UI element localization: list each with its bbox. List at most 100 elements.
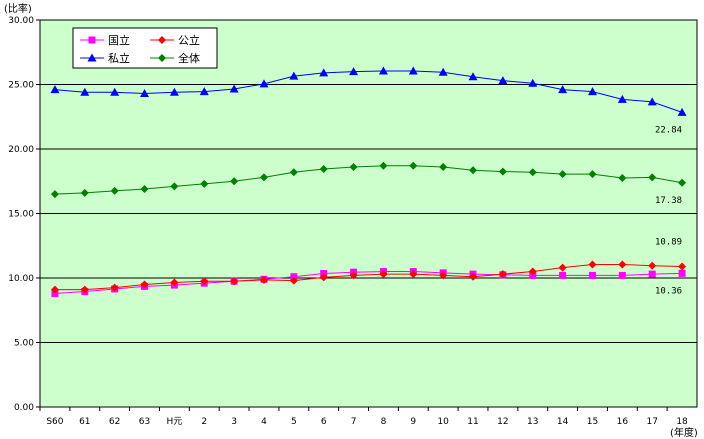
series-私立	[50, 66, 687, 116]
x-tick-label: 14	[557, 417, 569, 427]
legend-label: 私立	[108, 51, 130, 65]
gridlines	[40, 84, 697, 343]
data-point	[319, 68, 329, 77]
series-layer	[50, 66, 687, 297]
x-tick-label: 12	[497, 417, 508, 427]
data-point	[259, 173, 268, 182]
data-point	[50, 285, 59, 294]
data-point	[110, 186, 119, 195]
data-point	[678, 262, 687, 271]
legend-label: 国立	[108, 33, 130, 47]
y-tick-label: 20.00	[8, 145, 34, 155]
data-point	[349, 67, 359, 76]
data-point	[439, 271, 448, 280]
data-label: 10.89	[655, 238, 682, 248]
y-axis-unit-label: (比率)	[4, 2, 32, 15]
data-point	[559, 271, 567, 279]
data-label: 10.36	[655, 286, 682, 296]
data-point	[468, 72, 478, 81]
data-label: 22.84	[655, 125, 682, 135]
data-point	[319, 164, 328, 173]
y-tick-label: 0.00	[14, 403, 34, 413]
data-point	[618, 174, 627, 183]
data-point	[200, 277, 209, 286]
data-point	[647, 97, 657, 106]
data-point	[439, 163, 448, 172]
data-point	[618, 260, 627, 269]
x-axis-unit-label: (年度)	[670, 426, 698, 439]
legend-marker	[158, 36, 166, 44]
data-point	[140, 89, 150, 98]
data-point	[528, 78, 538, 87]
x-tick-label: 16	[617, 417, 629, 427]
data-labels: 22.84 17.38 10.89 10.36	[655, 125, 682, 296]
data-point	[558, 85, 568, 94]
data-point	[379, 161, 388, 170]
x-tick-label: 63	[139, 417, 150, 427]
legend-item: 公立	[150, 33, 200, 47]
series-line	[54, 271, 683, 294]
data-point	[648, 173, 657, 182]
data-point	[289, 71, 299, 80]
x-tick-label: 9	[410, 417, 416, 427]
data-point	[170, 278, 179, 287]
y-tick-label: 25.00	[8, 81, 34, 91]
legend-label: 公立	[178, 33, 200, 47]
y-tick-label: 5.00	[14, 339, 34, 349]
data-point	[110, 283, 119, 292]
data-point	[588, 170, 597, 179]
data-point	[259, 79, 269, 88]
x-tick-label: 8	[381, 417, 387, 427]
data-point	[558, 263, 567, 272]
y-tick-label: 15.00	[8, 210, 34, 220]
y-tick-label: 30.00	[8, 16, 34, 26]
y-axis: 0.00 5.00 10.00 15.00 20.00 25.00 30.00	[8, 16, 40, 413]
x-tick-label: 5	[291, 417, 297, 427]
x-tick-label: 7	[351, 417, 357, 427]
data-point	[498, 167, 507, 176]
x-tick-label: S60	[46, 417, 63, 427]
series-全体	[50, 161, 687, 199]
x-tick-label: 18	[676, 417, 688, 427]
data-point	[678, 178, 687, 187]
x-tick-label: 62	[109, 417, 120, 427]
data-point	[230, 277, 239, 286]
data-point	[617, 94, 627, 103]
data-point	[469, 272, 478, 281]
data-point	[80, 285, 89, 294]
x-tick-label: 11	[467, 417, 478, 427]
legend-item: 全体	[150, 51, 200, 65]
data-point	[140, 184, 149, 193]
data-point	[319, 273, 328, 282]
data-point	[50, 190, 59, 199]
data-point	[80, 188, 89, 197]
data-point	[199, 87, 209, 96]
x-tick-label: 13	[527, 417, 538, 427]
data-point	[289, 168, 298, 177]
legend-marker	[88, 36, 96, 44]
series-line	[54, 165, 683, 195]
x-tick-label: H元	[166, 417, 182, 427]
data-point	[558, 170, 567, 179]
legend-marker	[158, 54, 166, 62]
data-point	[110, 87, 120, 96]
x-tick-label: 4	[261, 417, 267, 427]
series-line	[54, 70, 683, 113]
data-point	[169, 87, 179, 96]
legend-item: 国立	[80, 33, 130, 47]
x-tick-label: 61	[79, 417, 90, 427]
data-point	[50, 85, 60, 94]
series-line	[54, 263, 683, 291]
data-point	[498, 270, 507, 279]
data-point	[618, 271, 626, 279]
legend-marker	[87, 53, 97, 62]
data-point	[289, 276, 298, 285]
x-tick-label: 17	[646, 417, 657, 427]
data-point	[409, 161, 418, 170]
x-tick-label: 2	[201, 417, 207, 427]
series-公立	[50, 260, 687, 294]
x-tick-label: 10	[437, 417, 449, 427]
data-point	[408, 66, 418, 75]
